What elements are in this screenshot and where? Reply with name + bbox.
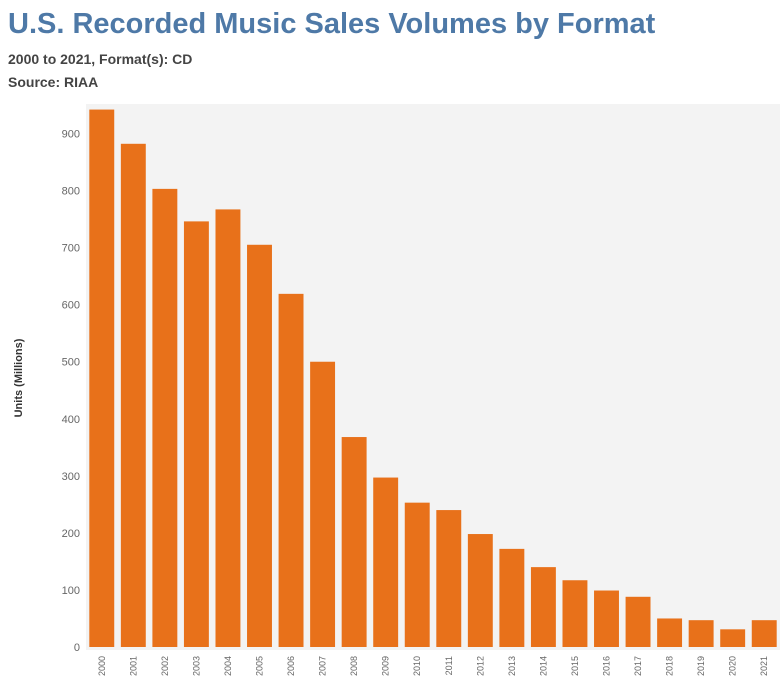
bar xyxy=(530,567,556,647)
bar xyxy=(120,143,146,648)
x-tick-label: 2002 xyxy=(160,656,170,676)
x-tick-label: 2018 xyxy=(665,656,675,676)
y-tick-label: 100 xyxy=(62,585,80,597)
chart-source: Source: RIAA xyxy=(8,74,99,90)
bars xyxy=(89,109,777,648)
x-tick-label: 2007 xyxy=(318,656,328,676)
bar xyxy=(310,361,336,647)
x-tick-label: 2019 xyxy=(696,656,706,676)
x-tick-label: 2011 xyxy=(444,656,454,675)
bar xyxy=(247,244,272,648)
bar xyxy=(594,590,619,647)
bar xyxy=(688,620,714,647)
y-tick-label: 700 xyxy=(62,243,80,255)
x-tick-label: 2014 xyxy=(538,656,548,676)
x-tick-label: 2009 xyxy=(381,656,391,676)
x-tick-label: 2008 xyxy=(349,656,359,676)
bar xyxy=(183,221,209,647)
bar xyxy=(657,618,683,647)
x-tick-label: 2021 xyxy=(759,656,769,676)
bar xyxy=(152,188,178,647)
bar xyxy=(625,596,651,647)
y-tick-label: 600 xyxy=(62,300,80,312)
y-tick-label: 400 xyxy=(62,414,80,426)
y-axis-ticks: 0 100 200 300 400 500 600 700 800 900 xyxy=(62,129,80,654)
y-tick-label: 900 xyxy=(62,129,80,141)
bar xyxy=(278,293,304,647)
bar xyxy=(720,629,746,647)
y-tick-label: 300 xyxy=(62,471,80,483)
y-tick-label: 800 xyxy=(62,186,80,198)
bar xyxy=(499,548,525,647)
bar xyxy=(341,437,367,647)
y-tick-label: 500 xyxy=(62,357,80,369)
x-tick-label: 2013 xyxy=(507,656,517,676)
x-tick-label: 2000 xyxy=(97,656,107,676)
bar xyxy=(373,477,399,647)
x-tick-label: 2015 xyxy=(570,656,580,676)
chart-title: U.S. Recorded Music Sales Volumes by For… xyxy=(8,8,656,40)
x-tick-label: 2020 xyxy=(728,656,738,676)
x-tick-label: 2005 xyxy=(255,656,265,676)
x-tick-label: 2016 xyxy=(602,656,612,676)
y-axis-label: Units (Millions) xyxy=(13,338,25,417)
x-axis-ticks: 2000 2001 2002 2003 2004 2005 2006 2007 2008 2009… xyxy=(97,656,769,676)
bar xyxy=(89,109,115,647)
x-tick-label: 2003 xyxy=(191,656,201,676)
bar xyxy=(751,620,777,647)
bar xyxy=(436,510,462,647)
y-tick-label: 0 xyxy=(74,642,80,654)
x-tick-label: 2001 xyxy=(128,656,138,676)
bar xyxy=(215,209,241,647)
bar xyxy=(404,502,430,647)
chart-subtitle: 2000 to 2021, Format(s): CD xyxy=(8,51,193,67)
bar xyxy=(467,534,493,647)
x-tick-label: 2006 xyxy=(286,656,296,676)
y-tick-label: 200 xyxy=(62,528,80,540)
x-tick-label: 2004 xyxy=(223,656,233,676)
x-tick-label: 2017 xyxy=(633,656,643,676)
bar xyxy=(562,580,588,647)
x-tick-label: 2010 xyxy=(412,656,422,676)
x-tick-label: 2012 xyxy=(475,656,485,676)
